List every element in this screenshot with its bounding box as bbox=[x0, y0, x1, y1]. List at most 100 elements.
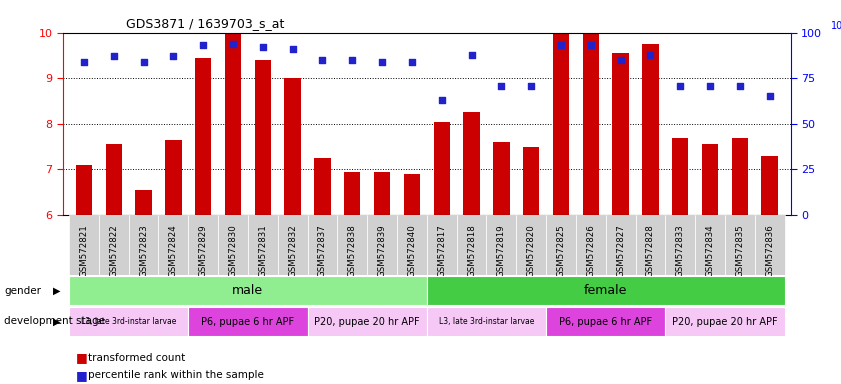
Bar bbox=[69, 276, 426, 305]
Bar bbox=[158, 215, 188, 275]
Bar bbox=[754, 215, 785, 275]
Point bbox=[405, 59, 419, 65]
Bar bbox=[129, 215, 158, 275]
Point bbox=[763, 93, 776, 99]
Text: GSM572835: GSM572835 bbox=[735, 224, 744, 277]
Text: GSM572819: GSM572819 bbox=[497, 224, 505, 276]
Text: ■: ■ bbox=[76, 369, 87, 382]
Text: P20, pupae 20 hr APF: P20, pupae 20 hr APF bbox=[672, 316, 778, 327]
Text: GSM572822: GSM572822 bbox=[109, 224, 119, 277]
Text: female: female bbox=[584, 285, 627, 297]
Text: GSM572833: GSM572833 bbox=[675, 224, 685, 277]
Text: gender: gender bbox=[4, 286, 41, 296]
Text: P6, pupae 6 hr APF: P6, pupae 6 hr APF bbox=[201, 316, 294, 327]
Point bbox=[584, 42, 597, 48]
Text: GSM572826: GSM572826 bbox=[586, 224, 595, 277]
Text: GSM572818: GSM572818 bbox=[467, 224, 476, 277]
Point bbox=[674, 83, 687, 89]
Bar bbox=[315, 158, 331, 215]
Text: L3, late 3rd-instar larvae: L3, late 3rd-instar larvae bbox=[439, 317, 534, 326]
Text: GSM572827: GSM572827 bbox=[616, 224, 625, 277]
Point bbox=[77, 59, 91, 65]
Bar bbox=[643, 44, 659, 215]
Point bbox=[495, 83, 508, 89]
Bar bbox=[516, 215, 546, 275]
Point bbox=[614, 57, 627, 63]
Bar bbox=[255, 60, 271, 215]
Text: GSM572817: GSM572817 bbox=[437, 224, 447, 277]
Bar bbox=[523, 147, 539, 215]
Text: ■: ■ bbox=[76, 351, 87, 364]
Text: male: male bbox=[232, 285, 263, 297]
Bar bbox=[426, 307, 546, 336]
Point bbox=[315, 57, 329, 63]
Point bbox=[226, 40, 240, 46]
Text: GDS3871 / 1639703_s_at: GDS3871 / 1639703_s_at bbox=[126, 17, 284, 30]
Bar bbox=[696, 215, 725, 275]
Bar bbox=[546, 307, 665, 336]
Text: GSM572834: GSM572834 bbox=[706, 224, 715, 277]
Bar bbox=[344, 172, 361, 215]
Bar bbox=[368, 215, 397, 275]
Point bbox=[107, 53, 120, 60]
Text: transformed count: transformed count bbox=[88, 353, 186, 363]
Text: 100%: 100% bbox=[831, 21, 841, 31]
Bar bbox=[69, 307, 188, 336]
Bar bbox=[188, 307, 308, 336]
Text: GSM572836: GSM572836 bbox=[765, 224, 775, 277]
Text: GSM572839: GSM572839 bbox=[378, 224, 387, 276]
Bar bbox=[672, 137, 689, 215]
Bar bbox=[76, 165, 93, 215]
Bar bbox=[486, 215, 516, 275]
Bar bbox=[218, 215, 248, 275]
Bar bbox=[426, 215, 457, 275]
Point bbox=[167, 53, 180, 60]
Text: GSM572829: GSM572829 bbox=[198, 224, 208, 276]
Bar bbox=[397, 215, 426, 275]
Bar bbox=[606, 215, 636, 275]
Text: P6, pupae 6 hr APF: P6, pupae 6 hr APF bbox=[559, 316, 653, 327]
Bar bbox=[493, 142, 510, 215]
Bar bbox=[732, 137, 748, 215]
Point bbox=[137, 59, 151, 65]
Text: GSM572828: GSM572828 bbox=[646, 224, 655, 277]
Text: GSM572838: GSM572838 bbox=[348, 224, 357, 277]
Bar bbox=[69, 215, 99, 275]
Bar bbox=[463, 113, 479, 215]
Text: GSM572832: GSM572832 bbox=[288, 224, 297, 277]
Point bbox=[733, 83, 747, 89]
Bar bbox=[404, 174, 420, 215]
Text: L3, late 3rd-instar larvae: L3, late 3rd-instar larvae bbox=[81, 317, 177, 326]
Text: GSM572840: GSM572840 bbox=[407, 224, 416, 277]
Bar bbox=[188, 215, 218, 275]
Point bbox=[643, 51, 657, 58]
Point bbox=[525, 83, 538, 89]
Text: percentile rank within the sample: percentile rank within the sample bbox=[88, 370, 264, 380]
Bar bbox=[135, 190, 151, 215]
Bar bbox=[702, 144, 718, 215]
Point bbox=[375, 59, 389, 65]
Text: ▶: ▶ bbox=[53, 316, 61, 326]
Bar bbox=[106, 144, 122, 215]
Text: GSM572820: GSM572820 bbox=[526, 224, 536, 277]
Bar bbox=[612, 53, 629, 215]
Text: GSM572821: GSM572821 bbox=[79, 224, 88, 277]
Bar bbox=[284, 78, 301, 215]
Bar bbox=[433, 122, 450, 215]
Bar bbox=[278, 215, 308, 275]
Text: GSM572825: GSM572825 bbox=[557, 224, 565, 277]
Bar bbox=[665, 215, 696, 275]
Point bbox=[465, 51, 479, 58]
Bar bbox=[665, 307, 785, 336]
Text: GSM572824: GSM572824 bbox=[169, 224, 178, 277]
Bar bbox=[636, 215, 665, 275]
Bar bbox=[583, 33, 599, 215]
Text: development stage: development stage bbox=[4, 316, 105, 326]
Text: GSM572823: GSM572823 bbox=[139, 224, 148, 277]
Bar bbox=[99, 215, 129, 275]
Point bbox=[703, 83, 717, 89]
Bar bbox=[165, 140, 182, 215]
Bar bbox=[426, 276, 785, 305]
Text: ▶: ▶ bbox=[53, 286, 61, 296]
Bar bbox=[725, 215, 754, 275]
